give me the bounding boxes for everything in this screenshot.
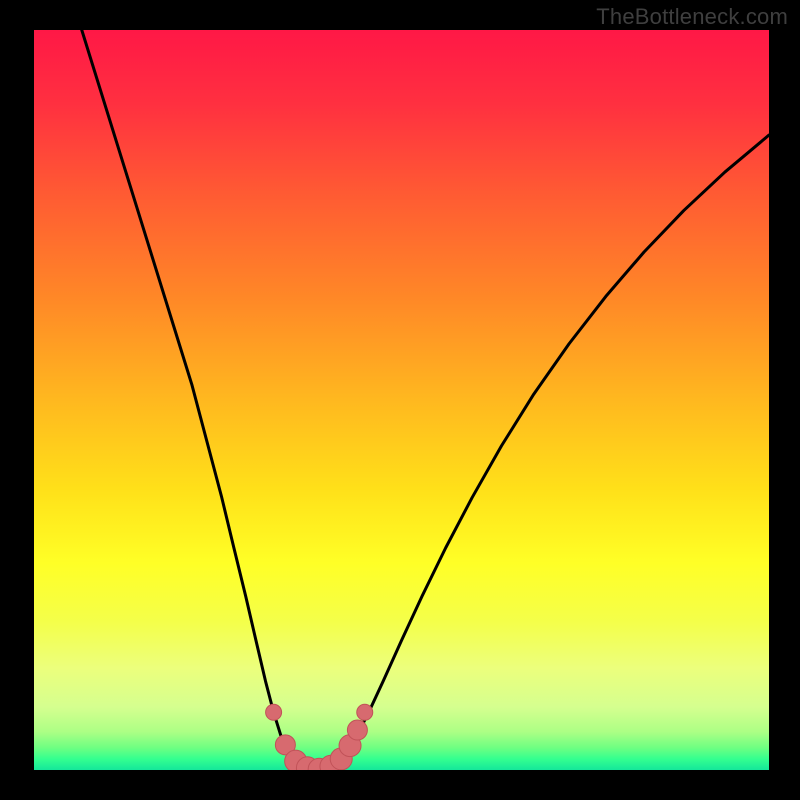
curve-marker	[357, 704, 373, 720]
watermark-text: TheBottleneck.com	[596, 4, 788, 30]
curve-marker	[347, 720, 367, 740]
chart-canvas: TheBottleneck.com	[0, 0, 800, 800]
plot-area	[34, 30, 769, 770]
curve-marker	[266, 704, 282, 720]
plot-svg	[34, 30, 769, 770]
gradient-background	[34, 30, 769, 770]
